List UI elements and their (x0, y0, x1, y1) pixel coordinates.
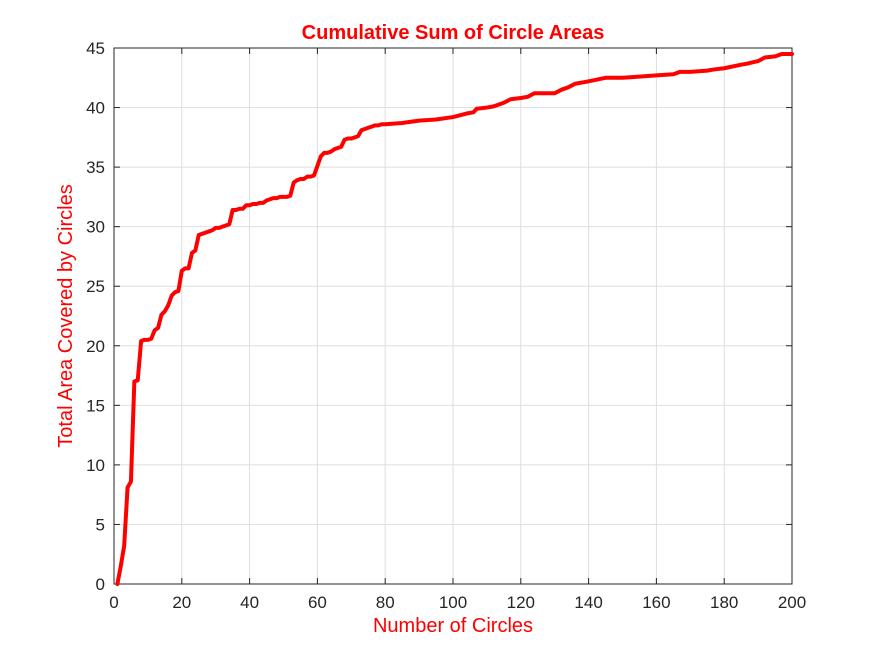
y-tick-label: 15 (86, 396, 105, 415)
y-tick-label: 40 (86, 99, 105, 118)
x-tick-label: 100 (439, 593, 467, 612)
x-tick-label: 80 (376, 593, 395, 612)
series-line (115, 51, 794, 586)
y-tick-label: 30 (86, 218, 105, 237)
y-tick-label: 20 (86, 337, 105, 356)
x-tick-label: 140 (574, 593, 602, 612)
x-tick-label: 60 (308, 593, 327, 612)
x-tick-label: 180 (710, 593, 738, 612)
y-axis-label: Total Area Covered by Circles (55, 184, 77, 447)
x-tick-label: 0 (109, 593, 118, 612)
x-tick-label: 120 (507, 593, 535, 612)
x-tick-label: 160 (642, 593, 670, 612)
ticks: 0 20 40 60 80 100 120 140 160 180 200 0 5 10 15 20 25 30 3… (86, 39, 806, 612)
y-tick-label: 35 (86, 158, 105, 177)
y-tick-label: 10 (86, 456, 105, 475)
y-tick-label: 5 (96, 515, 105, 534)
x-axis-label: Number of Circles (373, 615, 533, 637)
x-tick-label: 20 (172, 593, 191, 612)
y-tick-label: 0 (96, 575, 105, 594)
x-tick-label: 40 (240, 593, 259, 612)
x-tick-label: 200 (778, 593, 806, 612)
y-tick-label: 45 (86, 39, 105, 58)
chart-title: Cumulative Sum of Circle Areas (302, 22, 605, 44)
y-tick-label: 25 (86, 277, 105, 296)
